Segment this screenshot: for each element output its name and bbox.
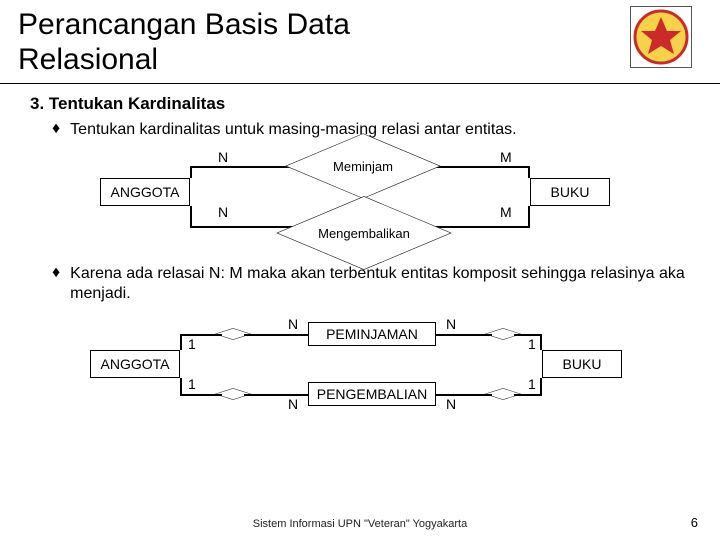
line — [180, 394, 222, 396]
line — [244, 334, 308, 336]
entity-anggota-2: ANGGOTA — [90, 350, 180, 378]
diamond-small — [490, 381, 516, 407]
card-n: N — [218, 204, 228, 220]
page-number: 6 — [691, 515, 698, 530]
entity-buku-2: BUKU — [542, 350, 622, 378]
line — [528, 206, 530, 227]
card-1: 1 — [188, 376, 196, 392]
relation-mengembalikan-label: Mengembalikan — [318, 226, 410, 241]
diamond-small — [220, 381, 246, 407]
line — [244, 394, 308, 396]
content-area: 3. Tentukan Kardinalitas ♦ Tentukan kard… — [0, 84, 720, 430]
line — [180, 334, 182, 350]
line — [514, 394, 542, 396]
card-m: M — [500, 204, 512, 220]
card-1: 1 — [528, 376, 536, 392]
entity-buku: BUKU — [530, 178, 610, 206]
diamond-small — [220, 321, 246, 347]
entity-anggota-2-label: ANGGOTA — [101, 356, 170, 372]
card-n: N — [446, 396, 456, 412]
relation-mengembalikan: Mengembalikan — [302, 171, 426, 295]
entity-peminjaman: PEMINJAMAN — [308, 322, 436, 346]
line — [180, 334, 222, 336]
line — [190, 206, 192, 227]
card-m: M — [500, 149, 512, 165]
entity-pengembalian-label: PENGEMBALIAN — [317, 386, 427, 402]
line — [436, 394, 492, 396]
er-diagram-2: ANGGOTA BUKU PEMINJAMAN PENGEMBALIAN — [90, 310, 650, 430]
section-number: 3. — [30, 94, 44, 113]
entity-anggota-label: ANGGOTA — [111, 184, 180, 200]
entity-peminjaman-label: PEMINJAMAN — [326, 326, 418, 342]
card-n: N — [288, 316, 298, 332]
bullet-glyph: ♦ — [52, 120, 60, 138]
er-diagram-1: ANGGOTA BUKU Meminjam Mengembalikan N N … — [100, 146, 640, 256]
card-1: 1 — [188, 336, 196, 352]
section-title: Tentukan Kardinalitas — [49, 94, 225, 113]
title-block: Perancangan Basis Data Relasional — [0, 0, 720, 84]
entity-anggota: ANGGOTA — [100, 178, 190, 206]
diamond-small — [490, 321, 516, 347]
title-line-2: Relasional — [18, 43, 702, 78]
line — [436, 334, 492, 336]
line — [528, 166, 530, 178]
line — [540, 378, 542, 395]
line — [190, 166, 192, 178]
title-line-1: Perancangan Basis Data — [18, 8, 702, 43]
upn-logo — [630, 6, 692, 68]
bullet-glyph: ♦ — [52, 264, 60, 282]
card-n: N — [288, 396, 298, 412]
entity-pengembalian: PENGEMBALIAN — [308, 382, 436, 406]
card-n: N — [446, 316, 456, 332]
entity-buku-label: BUKU — [551, 184, 590, 200]
relation-meminjam-label: Meminjam — [333, 159, 393, 174]
card-n: N — [218, 149, 228, 165]
card-1: 1 — [528, 336, 536, 352]
line — [540, 334, 542, 350]
entity-buku-2-label: BUKU — [563, 356, 602, 372]
footer-text: Sistem Informasi UPN "Veteran" Yogyakart… — [0, 518, 720, 530]
line — [180, 378, 182, 395]
